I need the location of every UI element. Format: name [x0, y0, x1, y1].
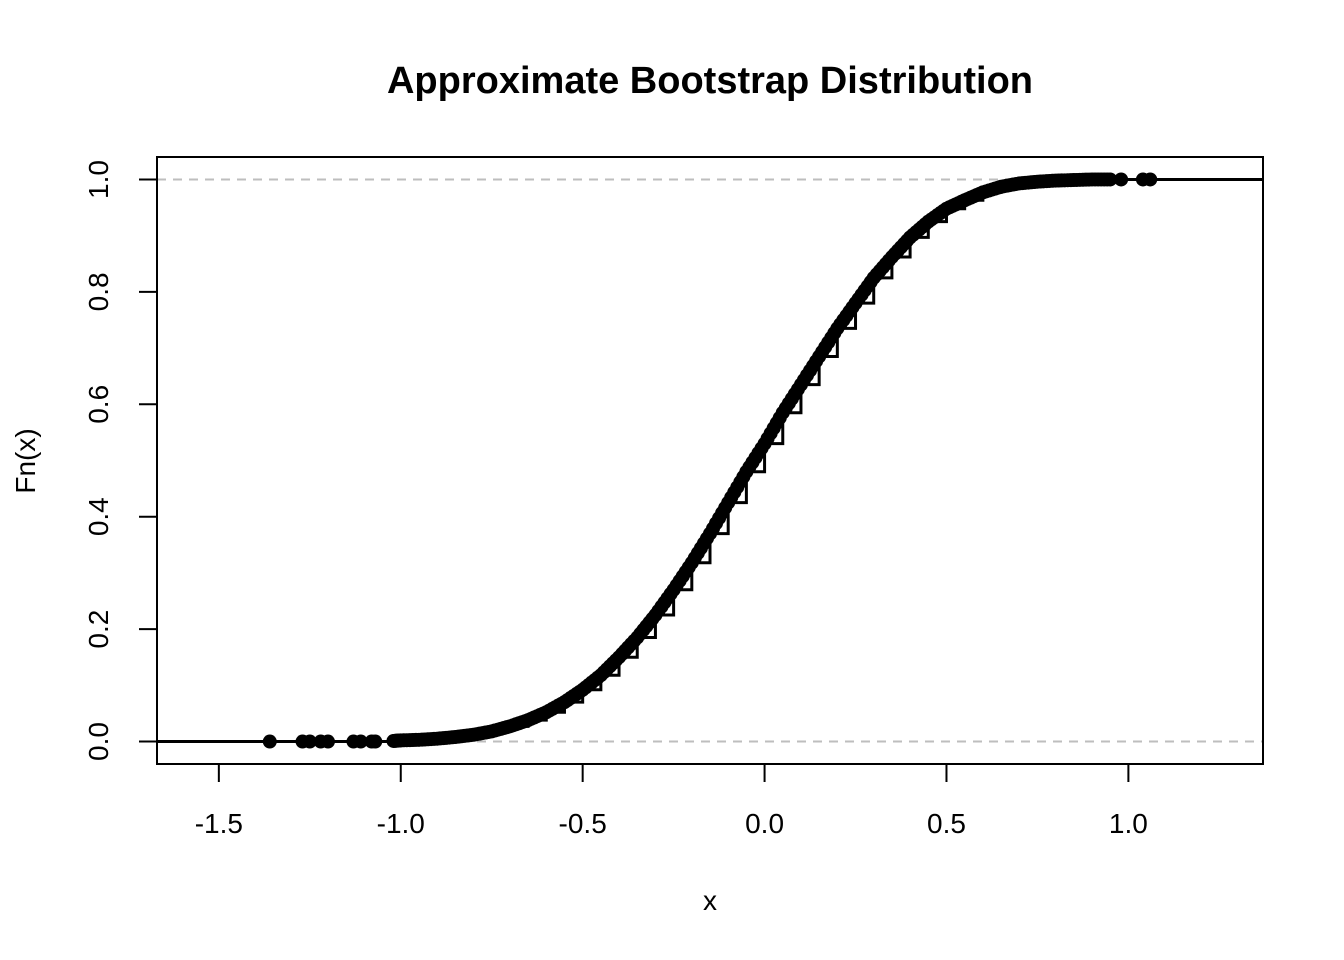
chart-title: Approximate Bootstrap Distribution: [387, 60, 1033, 102]
ecdf-step-line: [157, 177, 1263, 744]
y-axis: 0.0 0.2 0.4 0.6 0.8 1.0: [83, 160, 158, 761]
plot-marks: [157, 172, 1263, 749]
data-point: [1114, 172, 1129, 187]
data-point: [353, 734, 368, 749]
y-tick-label: 1.0: [83, 160, 114, 199]
x-tick-label: 0.0: [745, 808, 784, 839]
y-tick-label: 0.8: [83, 272, 114, 311]
y-tick-label: 0.6: [83, 385, 114, 424]
plot-frame: [156, 156, 1264, 765]
y-tick-label: 0.2: [83, 610, 114, 649]
y-axis-label: Fn(x): [10, 428, 41, 493]
y-tick-label: 0.4: [83, 497, 114, 536]
data-point: [302, 734, 317, 749]
y-tick-label: 0.0: [83, 722, 114, 761]
x-axis: -1.5 -1.0 -0.5 0.0 0.5 1.0: [195, 763, 1148, 839]
reference-lines: [157, 178, 1263, 743]
data-point: [262, 734, 277, 749]
x-tick-label: 0.5: [927, 808, 966, 839]
x-axis-label: x: [703, 885, 717, 916]
data-point: [1103, 172, 1118, 187]
data-point: [368, 734, 383, 749]
x-tick-label: -1.5: [195, 808, 243, 839]
x-tick-label: 1.0: [1109, 808, 1148, 839]
x-tick-label: -0.5: [559, 808, 607, 839]
x-tick-label: -1.0: [377, 808, 425, 839]
data-point: [1143, 172, 1158, 187]
data-point: [320, 734, 335, 749]
